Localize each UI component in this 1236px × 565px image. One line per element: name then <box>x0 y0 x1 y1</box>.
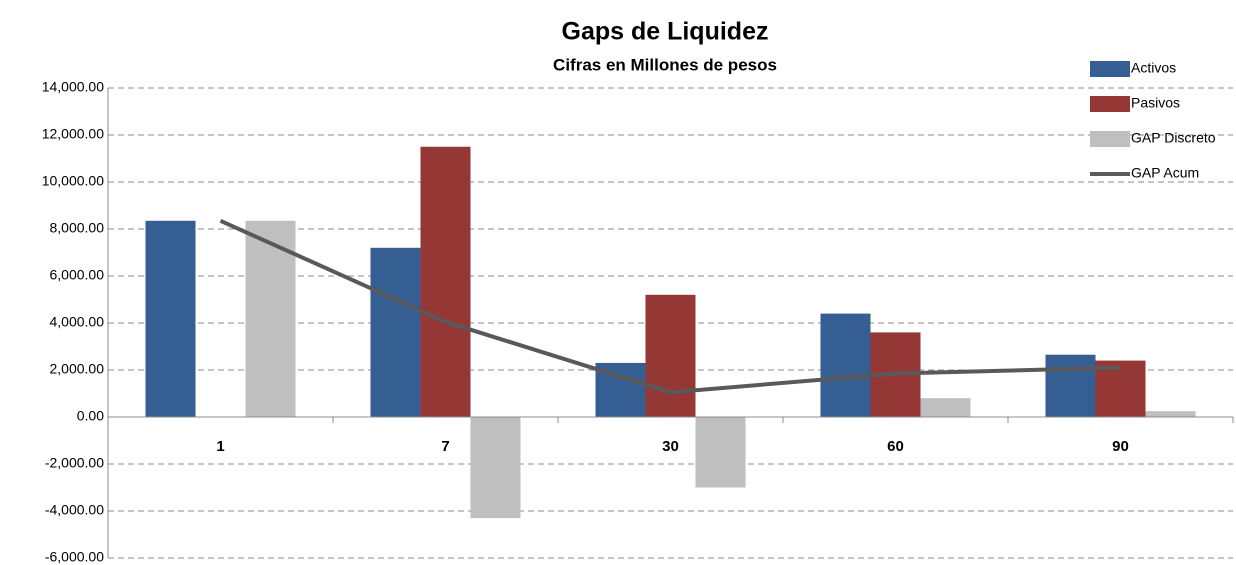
bar <box>1045 354 1096 417</box>
chart-subtitle: Cifras en Millones de pesos <box>553 55 777 74</box>
bar <box>145 220 196 417</box>
y-tick-label: -6,000.00 <box>45 549 104 565</box>
bar <box>420 146 471 417</box>
y-tick-label: 6,000.00 <box>50 267 105 283</box>
legend-swatch <box>1090 131 1130 147</box>
bar <box>920 398 971 417</box>
x-tick-label: 30 <box>662 438 679 455</box>
bar <box>370 247 421 417</box>
y-tick-label: 14,000.00 <box>42 79 104 95</box>
legend-label: Pasivos <box>1131 95 1180 111</box>
x-tick-label: 7 <box>441 438 449 455</box>
legend-swatch <box>1090 96 1130 112</box>
legend-label: Activos <box>1131 60 1176 76</box>
y-tick-label: -4,000.00 <box>45 502 104 518</box>
x-tick-label: 90 <box>1112 438 1129 455</box>
bar <box>820 313 871 417</box>
y-tick-label: 0.00 <box>77 408 104 424</box>
bar <box>245 220 296 417</box>
legend-label: GAP Acum <box>1131 165 1199 181</box>
y-tick-label: 4,000.00 <box>50 314 105 330</box>
bar <box>645 294 696 417</box>
bar <box>470 417 521 519</box>
bar <box>1145 411 1196 417</box>
y-tick-label: -2,000.00 <box>45 455 104 471</box>
x-tick-label: 60 <box>887 438 904 455</box>
line-series <box>219 218 1121 395</box>
legend-swatch <box>1090 61 1130 77</box>
y-tick-label: 2,000.00 <box>50 361 105 377</box>
x-tick-label: 1 <box>216 438 224 455</box>
chart-title: Gaps de Liquidez <box>562 18 769 46</box>
y-tick-label: 10,000.00 <box>42 173 104 189</box>
legend-label: GAP Discreto <box>1131 130 1216 146</box>
y-tick-label: 8,000.00 <box>50 220 105 236</box>
bar <box>695 417 746 488</box>
y-tick-label: 12,000.00 <box>42 126 104 142</box>
